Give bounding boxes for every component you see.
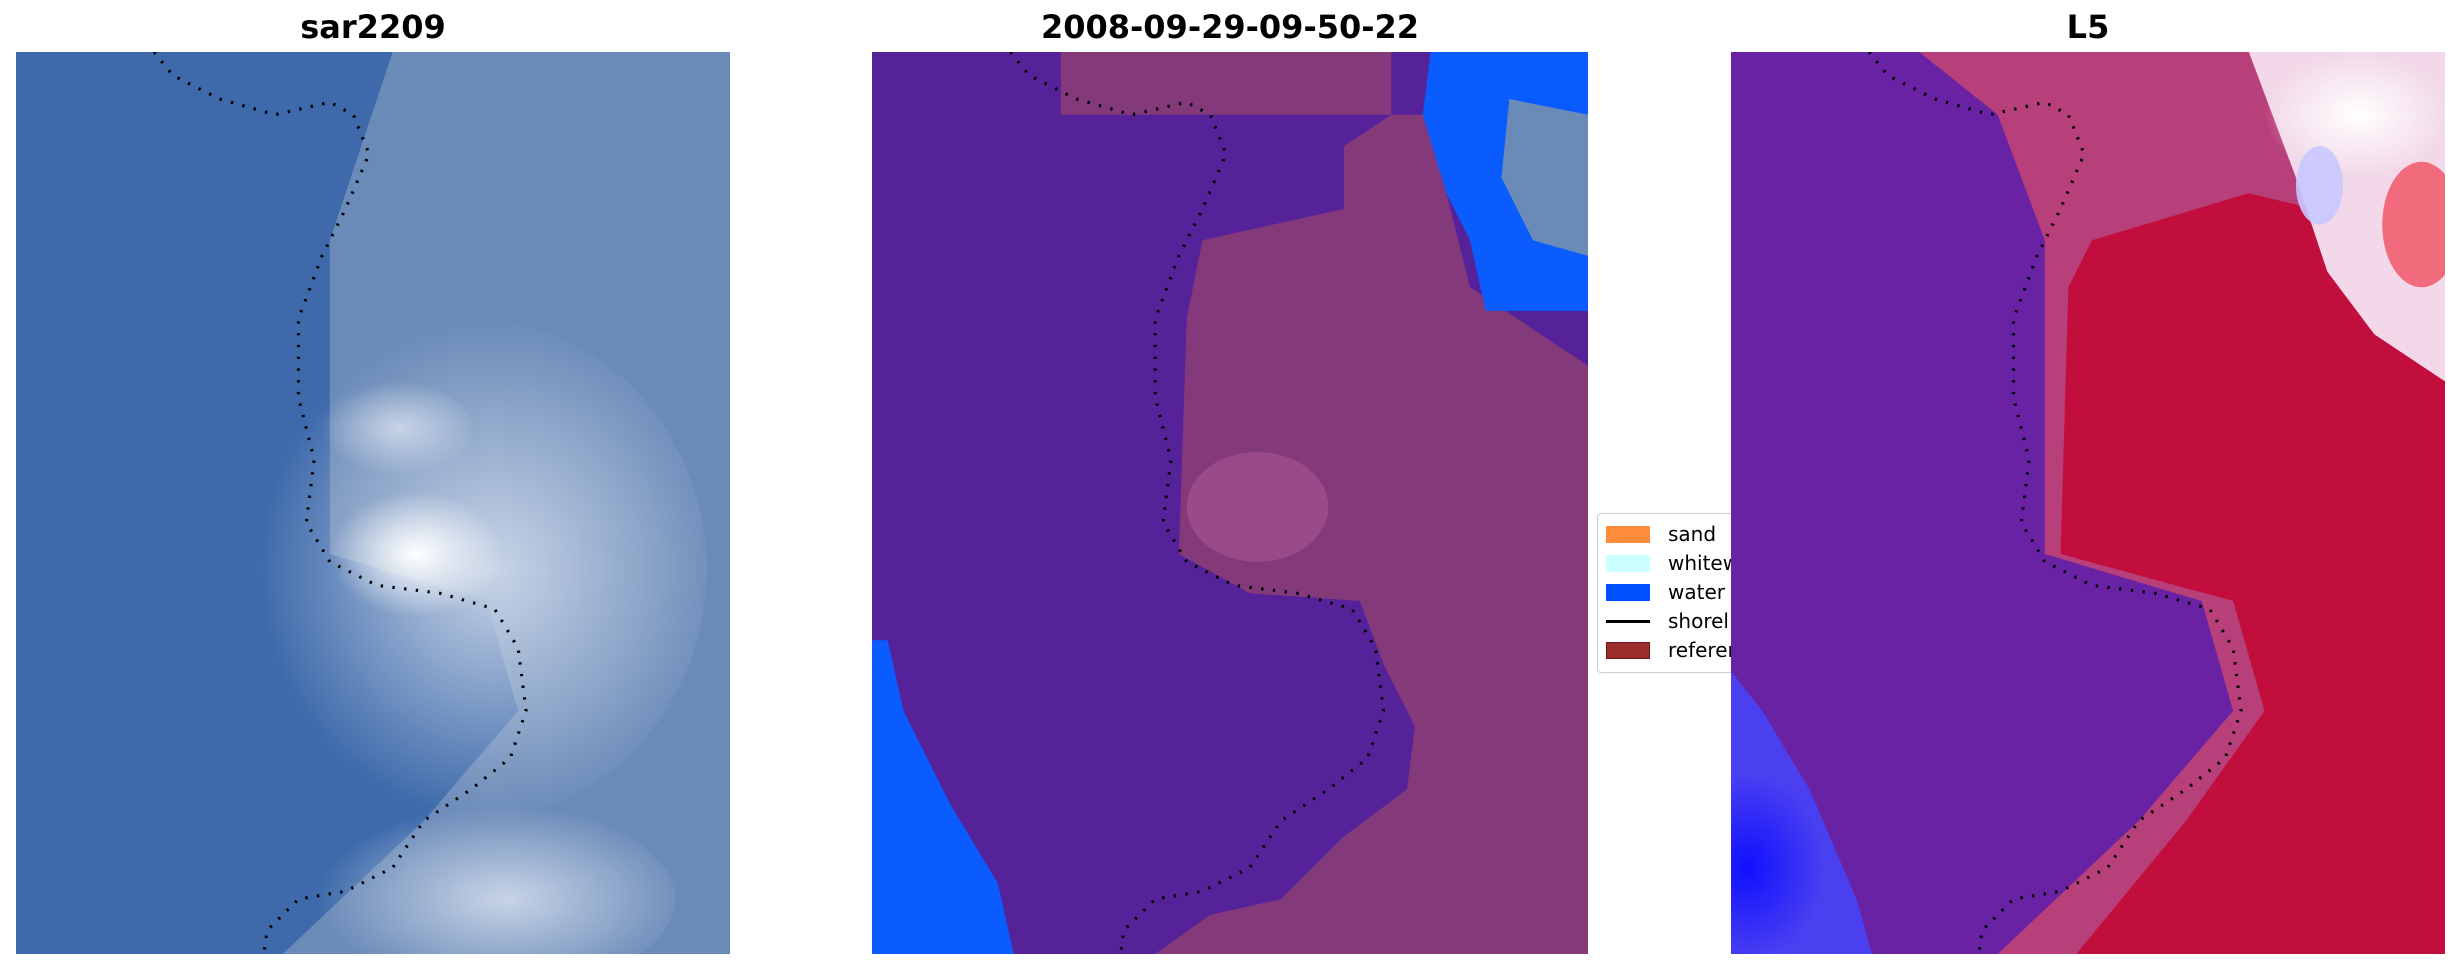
panel-title-sar: sar2209 <box>300 8 446 46</box>
sand-swatch <box>1606 525 1650 543</box>
shoreline-line-swatch <box>1606 619 1650 623</box>
panel-title-l5: L5 <box>2066 8 2110 46</box>
legend-item-reference: referer <box>1606 638 1736 662</box>
legend-item-shoreline: shorel <box>1606 609 1729 633</box>
reference-swatch <box>1606 641 1650 659</box>
water-swatch <box>1606 583 1650 601</box>
legend-label: referer <box>1668 638 1736 662</box>
l5-image-panel <box>1731 52 2445 954</box>
panel-title-classification: 2008-09-29-09-50-22 <box>1040 8 1420 46</box>
legend-label: whitew <box>1668 551 1740 575</box>
legend-label: shorel <box>1668 609 1729 633</box>
sar-image-panel <box>16 52 730 954</box>
legend-label: sand <box>1668 522 1717 546</box>
legend-item-water: water <box>1606 580 1725 604</box>
legend-label: water <box>1668 580 1725 604</box>
legend-item-sand: sand <box>1606 522 1716 546</box>
legend-item-whitewater: whitew <box>1606 551 1739 575</box>
classification-image-panel <box>872 52 1588 954</box>
whitewater-swatch <box>1606 554 1650 572</box>
